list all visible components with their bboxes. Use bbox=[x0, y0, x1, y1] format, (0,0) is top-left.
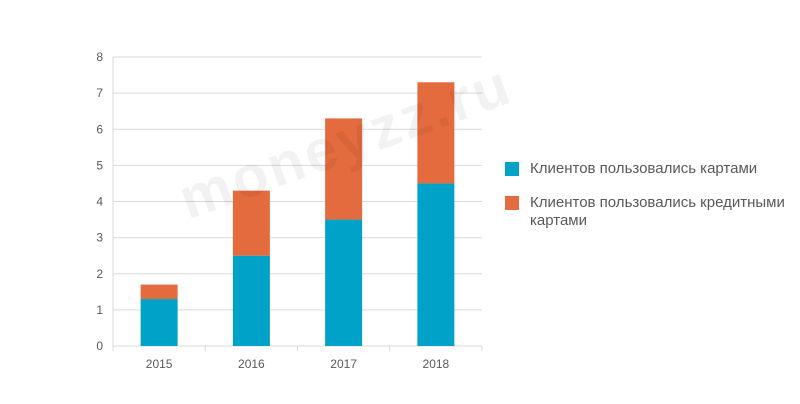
y-tick-label: 5 bbox=[96, 158, 103, 172]
legend: Клиентов пользовались картами Клиентов п… bbox=[505, 160, 785, 246]
y-tick-label: 7 bbox=[96, 86, 103, 100]
y-tick-label: 2 bbox=[96, 267, 103, 281]
y-tick-label: 4 bbox=[96, 195, 103, 209]
bar-segment-credit-cards bbox=[325, 118, 363, 220]
bar-segment-credit-cards bbox=[417, 82, 455, 184]
y-tick-label: 8 bbox=[96, 50, 103, 64]
x-tick-label: 2017 bbox=[330, 357, 357, 371]
bar-segment-cards bbox=[232, 255, 270, 346]
bar-segment-cards bbox=[140, 299, 178, 346]
x-tick-label: 2018 bbox=[423, 357, 450, 371]
y-tick-label: 0 bbox=[96, 339, 103, 353]
legend-item-credit-cards: Клиентов пользовались кредитными картами bbox=[505, 194, 785, 230]
bar-segment-cards bbox=[417, 183, 455, 346]
bar-segment-credit-cards bbox=[232, 190, 270, 256]
bar-segment-cards bbox=[325, 219, 363, 346]
legend-swatch-cards bbox=[505, 162, 519, 176]
y-tick-label: 3 bbox=[96, 231, 103, 245]
bar-segment-credit-cards bbox=[140, 284, 178, 300]
legend-label-cards: Клиентов пользовались картами bbox=[530, 160, 758, 177]
y-tick-label: 1 bbox=[96, 303, 103, 317]
y-tick-label: 6 bbox=[96, 122, 103, 136]
x-tick-label: 2015 bbox=[146, 357, 173, 371]
legend-item-cards: Клиентов пользовались картами bbox=[505, 160, 785, 178]
legend-label-credit-cards: Клиентов пользовались кредитными картами bbox=[530, 194, 785, 229]
legend-swatch-credit-cards bbox=[505, 196, 519, 210]
x-tick-label: 2016 bbox=[238, 357, 265, 371]
